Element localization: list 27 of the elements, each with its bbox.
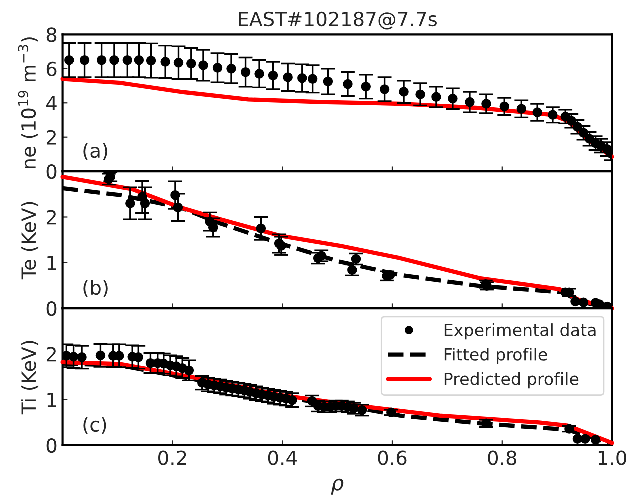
y-tick-label: 0 xyxy=(46,164,57,180)
y-tick-label: 8 xyxy=(46,28,57,42)
x-tick-label: 0.6 xyxy=(378,450,407,466)
x-tick-label: 1.0 xyxy=(598,450,626,466)
legend-label: Fitted profile xyxy=(444,348,548,364)
chart-title: EAST#102187@7.7s xyxy=(239,12,438,30)
x-tick-label: 0.2 xyxy=(158,450,186,466)
y-tick-label: 6 xyxy=(46,62,57,77)
y-axis-title: ne (10$^{19}$ m$^{−3}$) xyxy=(18,38,38,169)
annotation: (a) xyxy=(84,143,108,160)
y-axis-title: Te (KeV) xyxy=(21,202,39,280)
legend-label: Experimental data xyxy=(444,324,596,340)
y-tick-label: 1 xyxy=(48,393,56,408)
y-tick-label: 0 xyxy=(46,302,57,316)
y-tick-label: 0 xyxy=(46,438,57,454)
legend-label: Predicted profile xyxy=(444,372,579,389)
y-axis-title: Ti (KeV) xyxy=(21,341,39,415)
x-axis-title: ρ xyxy=(331,478,344,495)
x-tick-label: 0.8 xyxy=(488,450,517,466)
y-tick-label: 1 xyxy=(48,256,56,270)
y-tick-label: 4 xyxy=(46,96,57,111)
annotation: (b) xyxy=(84,280,108,298)
x-tick-label: 0.4 xyxy=(268,450,297,466)
y-tick-label: 2 xyxy=(46,210,56,225)
y-tick-label: 2 xyxy=(46,347,56,362)
y-tick-label: 2 xyxy=(46,130,56,145)
annotation: (c) xyxy=(84,417,106,434)
